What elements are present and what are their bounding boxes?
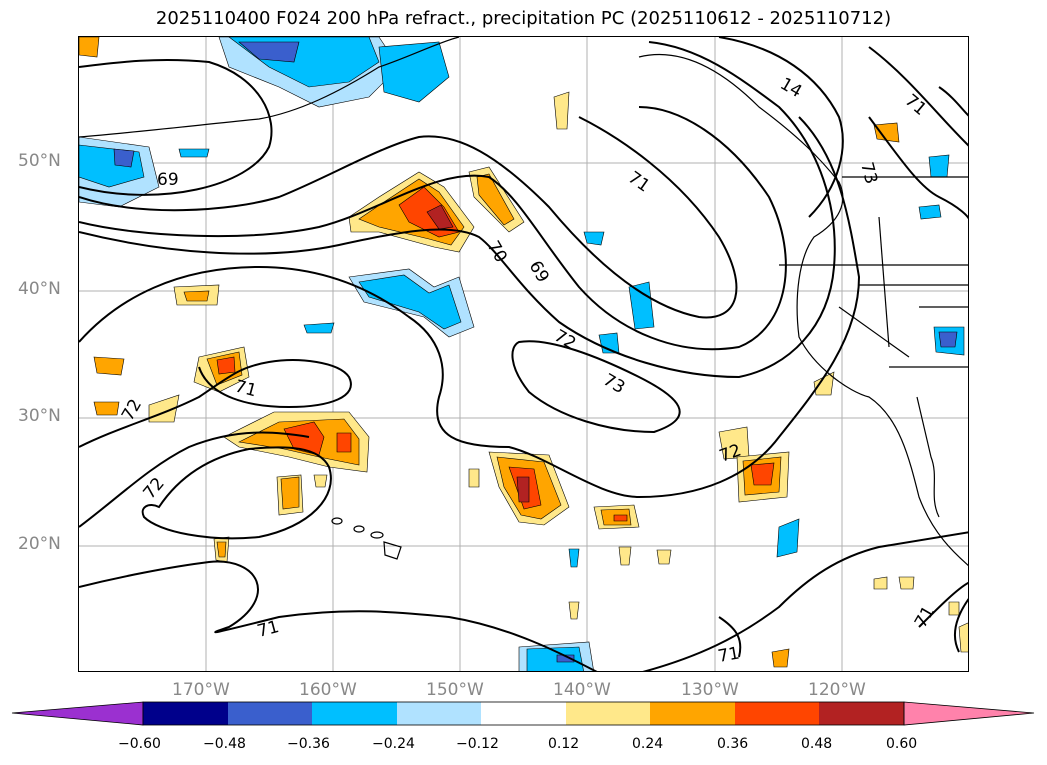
contour-label: 71 — [624, 168, 653, 197]
contour-label: 71 — [255, 617, 281, 642]
colorbar-tick: 0.12 — [548, 736, 580, 752]
contour-label: 14 — [777, 74, 806, 102]
colorbar-segment — [566, 702, 650, 725]
colorbar-tick: 0.48 — [801, 736, 833, 752]
colorbar-segment — [481, 702, 566, 725]
contour-label: 71 — [901, 91, 930, 120]
colorbar-tick: 0.24 — [632, 736, 664, 752]
contour-label: 70 — [483, 238, 511, 267]
colorbar-tick: −0.24 — [372, 736, 415, 752]
lon-label-160w: 160°W — [299, 680, 357, 700]
colorbar-tick: 0.36 — [717, 736, 749, 752]
refractivity-contours — [79, 37, 968, 671]
hawaii-islands — [331, 517, 402, 560]
lat-label-50n: 50°N — [18, 151, 61, 171]
contour-label: 71 — [911, 603, 939, 632]
lon-label-130w: 130°W — [681, 680, 739, 700]
colorbar-segment — [735, 702, 819, 725]
lon-label-170w: 170°W — [172, 680, 230, 700]
colorbar-segment — [397, 702, 481, 725]
contour-label: 73 — [600, 370, 629, 398]
colorbar-tick: −0.60 — [118, 736, 161, 752]
map-panel: 69 70 69 71 72 73 71 72 72 71 71 71 71 7… — [78, 36, 969, 672]
colorbar-segment — [312, 702, 397, 725]
lon-label-120w: 120°W — [808, 680, 866, 700]
coastlines — [79, 37, 968, 567]
colorbar-segment — [143, 702, 228, 725]
colorbar-tick: 0.60 — [886, 736, 918, 752]
colorbar-segment-under — [11, 701, 144, 726]
colorbar-segment — [650, 702, 735, 725]
lon-label-140w: 140°W — [553, 680, 611, 700]
negative-precip-shading — [79, 37, 965, 671]
colorbar-segment — [819, 702, 904, 725]
colorbar — [11, 701, 1035, 726]
contour-label: 73 — [856, 160, 881, 186]
lat-label-20n: 20°N — [18, 534, 61, 554]
map-canvas: 69 70 69 71 72 73 71 72 72 71 71 71 71 7… — [79, 37, 968, 671]
map-title: 2025110400 F024 200 hPa refract., precip… — [155, 8, 892, 29]
lat-label-40n: 40°N — [18, 279, 61, 299]
contour-label: 71 — [716, 643, 741, 666]
positive-precip-shading — [79, 37, 968, 668]
contour-label: 71 — [233, 377, 259, 402]
colorbar-segment-over — [903, 701, 1035, 726]
colorbar-tick: −0.12 — [456, 736, 499, 752]
colorbar-tick: −0.36 — [287, 736, 330, 752]
lon-label-150w: 150°W — [426, 680, 484, 700]
contour-label: 69 — [525, 258, 553, 287]
colorbar-tick: −0.48 — [203, 736, 246, 752]
contour-label: 69 — [157, 170, 179, 190]
colorbar-segment — [228, 702, 312, 725]
lat-label-30n: 30°N — [18, 406, 61, 426]
